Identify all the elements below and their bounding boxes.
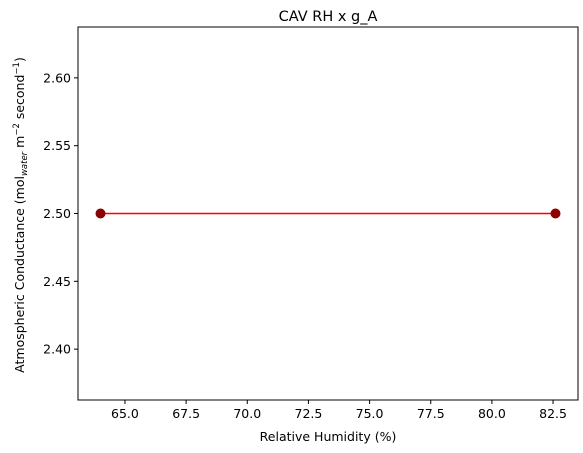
x-tick-label: 75.0 <box>356 406 384 421</box>
y-axis-label-pre: Atmospheric Conductance (mol <box>12 176 27 373</box>
x-tick-label: 67.5 <box>172 406 200 421</box>
x-axis-ticks: 65.0 67.5 70.0 72.5 75.0 77.5 80.0 82.5 <box>111 400 567 421</box>
x-tick-label: 65.0 <box>111 406 139 421</box>
x-tick-label: 72.5 <box>295 406 323 421</box>
y-axis-label-sub: water <box>20 151 30 176</box>
plot-frame <box>77 26 579 401</box>
y-axis-ticks: 2.40 2.45 2.50 2.55 2.60 <box>43 70 78 357</box>
y-axis-label-sup2: −1 <box>12 62 22 75</box>
y-axis-label-sup1: −2 <box>12 123 22 136</box>
y-axis-label-mid2: second <box>12 75 27 124</box>
x-tick-label: 82.5 <box>539 406 567 421</box>
x-tick-label: 80.0 <box>478 406 506 421</box>
x-tick-label: 77.5 <box>417 406 445 421</box>
y-tick-label: 2.40 <box>43 342 71 357</box>
y-axis-label-post: ) <box>12 57 27 62</box>
data-point <box>95 208 106 219</box>
y-tick-label: 2.50 <box>43 206 71 221</box>
series-layer <box>95 208 561 219</box>
chart-title: CAV RH x g_A <box>279 9 378 25</box>
y-tick-label: 2.45 <box>43 274 71 289</box>
y-tick-label: 2.55 <box>43 138 71 153</box>
x-tick-label: 70.0 <box>233 406 261 421</box>
x-axis-label: Relative Humidity (%) <box>260 429 397 444</box>
y-tick-label: 2.60 <box>43 70 71 85</box>
y-axis-label: Atmospheric Conductance (molwater m−2 se… <box>12 57 30 373</box>
y-axis-label-mid1: m <box>12 136 27 152</box>
data-point <box>550 208 561 219</box>
